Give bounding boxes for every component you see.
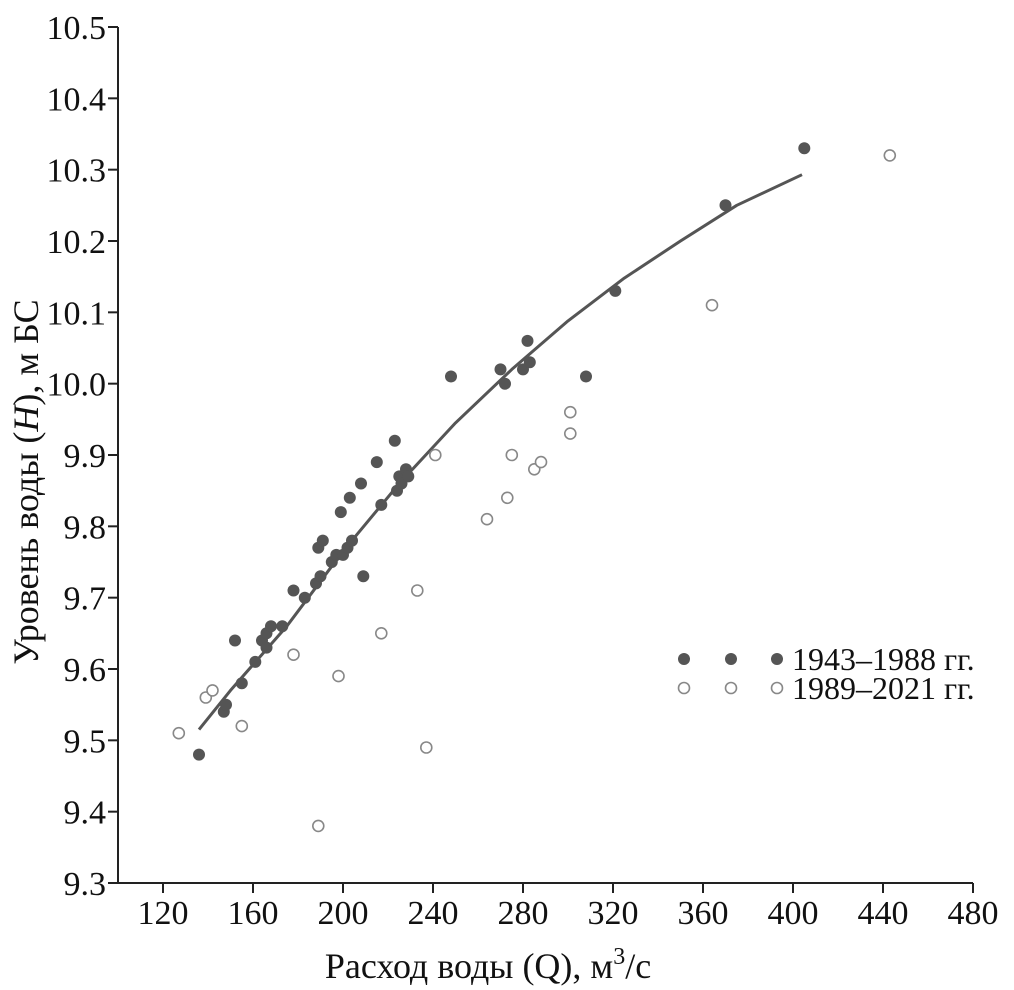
data-point-1989-2021 bbox=[374, 626, 388, 640]
data-point-1989-2021 bbox=[883, 149, 897, 162]
legend-marker bbox=[725, 653, 737, 665]
legend-marker bbox=[770, 681, 784, 695]
x-tick-label: 440 bbox=[858, 895, 909, 932]
data-point-1943-1988 bbox=[499, 377, 511, 390]
data-point-1943-1988 bbox=[220, 698, 232, 711]
x-tick-label: 400 bbox=[768, 895, 819, 932]
data-point-1989-2021 bbox=[428, 448, 442, 462]
data-point-1943-1988 bbox=[494, 363, 507, 376]
y-tick-label: 9.5 bbox=[64, 723, 107, 760]
y-tick-label: 9.9 bbox=[64, 438, 107, 475]
legend-marker bbox=[771, 653, 783, 665]
data-points bbox=[172, 142, 897, 833]
data-point-1943-1988 bbox=[193, 748, 205, 761]
data-point-1943-1988 bbox=[235, 677, 248, 690]
y-axis-title: Уровень воды (H), м БС bbox=[6, 299, 46, 664]
data-point-1943-1988 bbox=[580, 370, 592, 383]
legend-label: 1943–1988 гг. bbox=[792, 641, 975, 677]
y-tick-label: 10.3 bbox=[47, 153, 107, 190]
data-point-1989-2021 bbox=[332, 669, 345, 683]
data-point-1943-1988 bbox=[445, 370, 457, 383]
data-point-1943-1988 bbox=[276, 620, 289, 633]
data-point-1989-2021 bbox=[410, 584, 424, 597]
data-point-1989-2021 bbox=[311, 819, 325, 833]
data-point-1989-2021 bbox=[480, 512, 494, 526]
y-tick-label: 10.4 bbox=[47, 81, 107, 118]
data-point-1943-1988 bbox=[249, 655, 262, 668]
data-point-1943-1988 bbox=[357, 570, 370, 583]
y-tick-label: 9.6 bbox=[64, 652, 107, 689]
trendline bbox=[197, 173, 803, 731]
data-point-1989-2021 bbox=[505, 448, 519, 462]
y-tick-label: 10.0 bbox=[47, 367, 107, 404]
x-tick-label: 320 bbox=[588, 895, 639, 932]
legend-marker bbox=[678, 653, 690, 665]
data-point-1943-1988 bbox=[355, 477, 367, 490]
data-point-1943-1988 bbox=[402, 470, 415, 483]
data-point-1943-1988 bbox=[375, 498, 388, 511]
x-tick-label: 200 bbox=[318, 895, 369, 932]
data-point-1943-1988 bbox=[523, 356, 536, 369]
data-point-1943-1988 bbox=[521, 334, 534, 347]
x-axis-title: Расход воды (Q), м3/с bbox=[325, 944, 651, 986]
data-point-1989-2021 bbox=[563, 405, 577, 419]
axes bbox=[108, 26, 974, 893]
data-point-1943-1988 bbox=[229, 634, 241, 647]
y-tick-label: 10.5 bbox=[47, 10, 107, 47]
x-tick-label: 360 bbox=[678, 895, 729, 932]
y-tick-label: 10.2 bbox=[47, 224, 107, 261]
data-point-1943-1988 bbox=[298, 591, 311, 604]
tick-labels: 9.3 9.4 9.5 9.6 9.7 9.8 9.9 10.0 10.1 10.2 10.3 10.… bbox=[47, 10, 999, 932]
data-point-1943-1988 bbox=[370, 456, 383, 469]
x-tick-label: 160 bbox=[228, 895, 279, 932]
legend: 1943–1988 гг.1989–2021 гг. bbox=[677, 641, 975, 706]
y-tick-label: 9.7 bbox=[64, 581, 107, 618]
trendline-group bbox=[197, 173, 803, 731]
data-point-1943-1988 bbox=[719, 199, 732, 212]
data-point-1989-2021 bbox=[419, 741, 433, 754]
x-tick-label: 280 bbox=[498, 895, 549, 932]
data-point-1943-1988 bbox=[316, 534, 329, 547]
legend-marker bbox=[677, 681, 691, 695]
x-tick-label: 240 bbox=[408, 895, 459, 932]
data-point-1989-2021 bbox=[705, 298, 719, 312]
legend-marker bbox=[724, 681, 738, 695]
legend-label: 1989–2021 гг. bbox=[792, 670, 975, 706]
data-point-1989-2021 bbox=[206, 684, 219, 697]
data-point-1989-2021 bbox=[563, 427, 577, 440]
data-point-1943-1988 bbox=[260, 641, 273, 654]
data-point-1943-1988 bbox=[314, 570, 327, 583]
y-tick-label: 9.3 bbox=[64, 866, 107, 903]
data-point-1989-2021 bbox=[500, 491, 514, 505]
data-point-1943-1988 bbox=[287, 584, 300, 597]
data-point-1989-2021 bbox=[287, 648, 300, 662]
data-point-1989-2021 bbox=[172, 726, 186, 740]
x-tick-label: 480 bbox=[948, 895, 999, 932]
y-tick-label: 9.8 bbox=[64, 509, 107, 546]
data-point-1943-1988 bbox=[798, 142, 811, 155]
data-point-1989-2021 bbox=[235, 719, 249, 733]
data-point-1943-1988 bbox=[346, 534, 358, 547]
data-point-1943-1988 bbox=[265, 620, 277, 633]
y-tick-label: 9.4 bbox=[64, 795, 107, 832]
y-tick-label: 10.1 bbox=[47, 295, 107, 332]
x-tick-label: 120 bbox=[138, 895, 189, 932]
data-point-1989-2021 bbox=[534, 455, 548, 469]
data-point-1943-1988 bbox=[343, 491, 356, 504]
data-point-1943-1988 bbox=[609, 284, 622, 297]
data-point-1943-1988 bbox=[388, 434, 401, 447]
data-point-1943-1988 bbox=[334, 506, 347, 519]
